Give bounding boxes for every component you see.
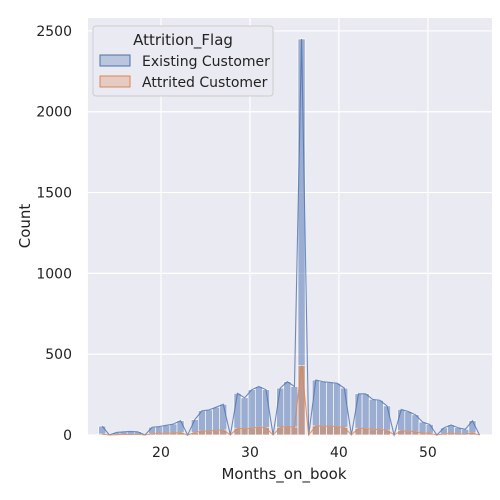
x-tick-label: 40	[330, 445, 348, 461]
histogram-bar	[376, 429, 384, 436]
x-tick-label: 50	[419, 445, 437, 461]
histogram-bar	[283, 425, 292, 436]
kde-line	[101, 39, 481, 438]
x-tick-label: 30	[241, 445, 259, 461]
histogram-bar	[383, 429, 391, 436]
histogram-bars	[98, 38, 481, 438]
y-tick-label: 2000	[36, 105, 72, 121]
y-tick-label: 1000	[36, 266, 72, 282]
histogram-bar	[262, 427, 270, 436]
histogram-bar	[219, 429, 228, 436]
legend-swatch-existing	[99, 54, 131, 67]
histogram-bar	[233, 427, 242, 436]
y-axis-label: Count	[16, 204, 34, 249]
legend-swatch-attrited	[99, 75, 131, 88]
legend-title: Attrition_Flag	[133, 31, 233, 50]
axis-ticks: 0 500 1000 1500 2000 2500 20 30 40 50	[36, 24, 436, 461]
histogram-bar	[98, 425, 107, 436]
series-attrited-customer	[98, 365, 480, 437]
histogram-bar	[254, 426, 263, 436]
histogram-bar	[354, 427, 363, 436]
y-tick-label: 0	[63, 428, 72, 444]
histogram-bar	[276, 426, 285, 436]
histogram-bar	[340, 426, 349, 436]
x-tick-label: 20	[152, 445, 170, 461]
histogram-bar	[311, 425, 320, 436]
histogram-bar	[326, 425, 334, 436]
histogram-bar	[319, 425, 327, 436]
histogram-bar	[297, 365, 306, 436]
histogram-bar	[333, 426, 342, 436]
legend-label-attrited: Attrited Customer	[142, 75, 268, 91]
histogram-bar	[240, 428, 249, 436]
legend-label-existing: Existing Customer	[142, 54, 270, 70]
histogram-bar	[247, 427, 256, 436]
legend-frame	[92, 25, 274, 97]
y-tick-label: 500	[45, 347, 72, 363]
histogram-bar	[361, 428, 370, 436]
kde-line	[102, 365, 480, 437]
histogram-bar	[368, 429, 377, 436]
y-tick-label: 1500	[36, 186, 72, 202]
y-tick-label: 2500	[36, 24, 72, 40]
legend: Attrition_Flag Existing Customer Attrite…	[92, 25, 274, 97]
histogram-bar	[290, 426, 299, 436]
x-axis-label: Months_on_book	[221, 465, 346, 484]
